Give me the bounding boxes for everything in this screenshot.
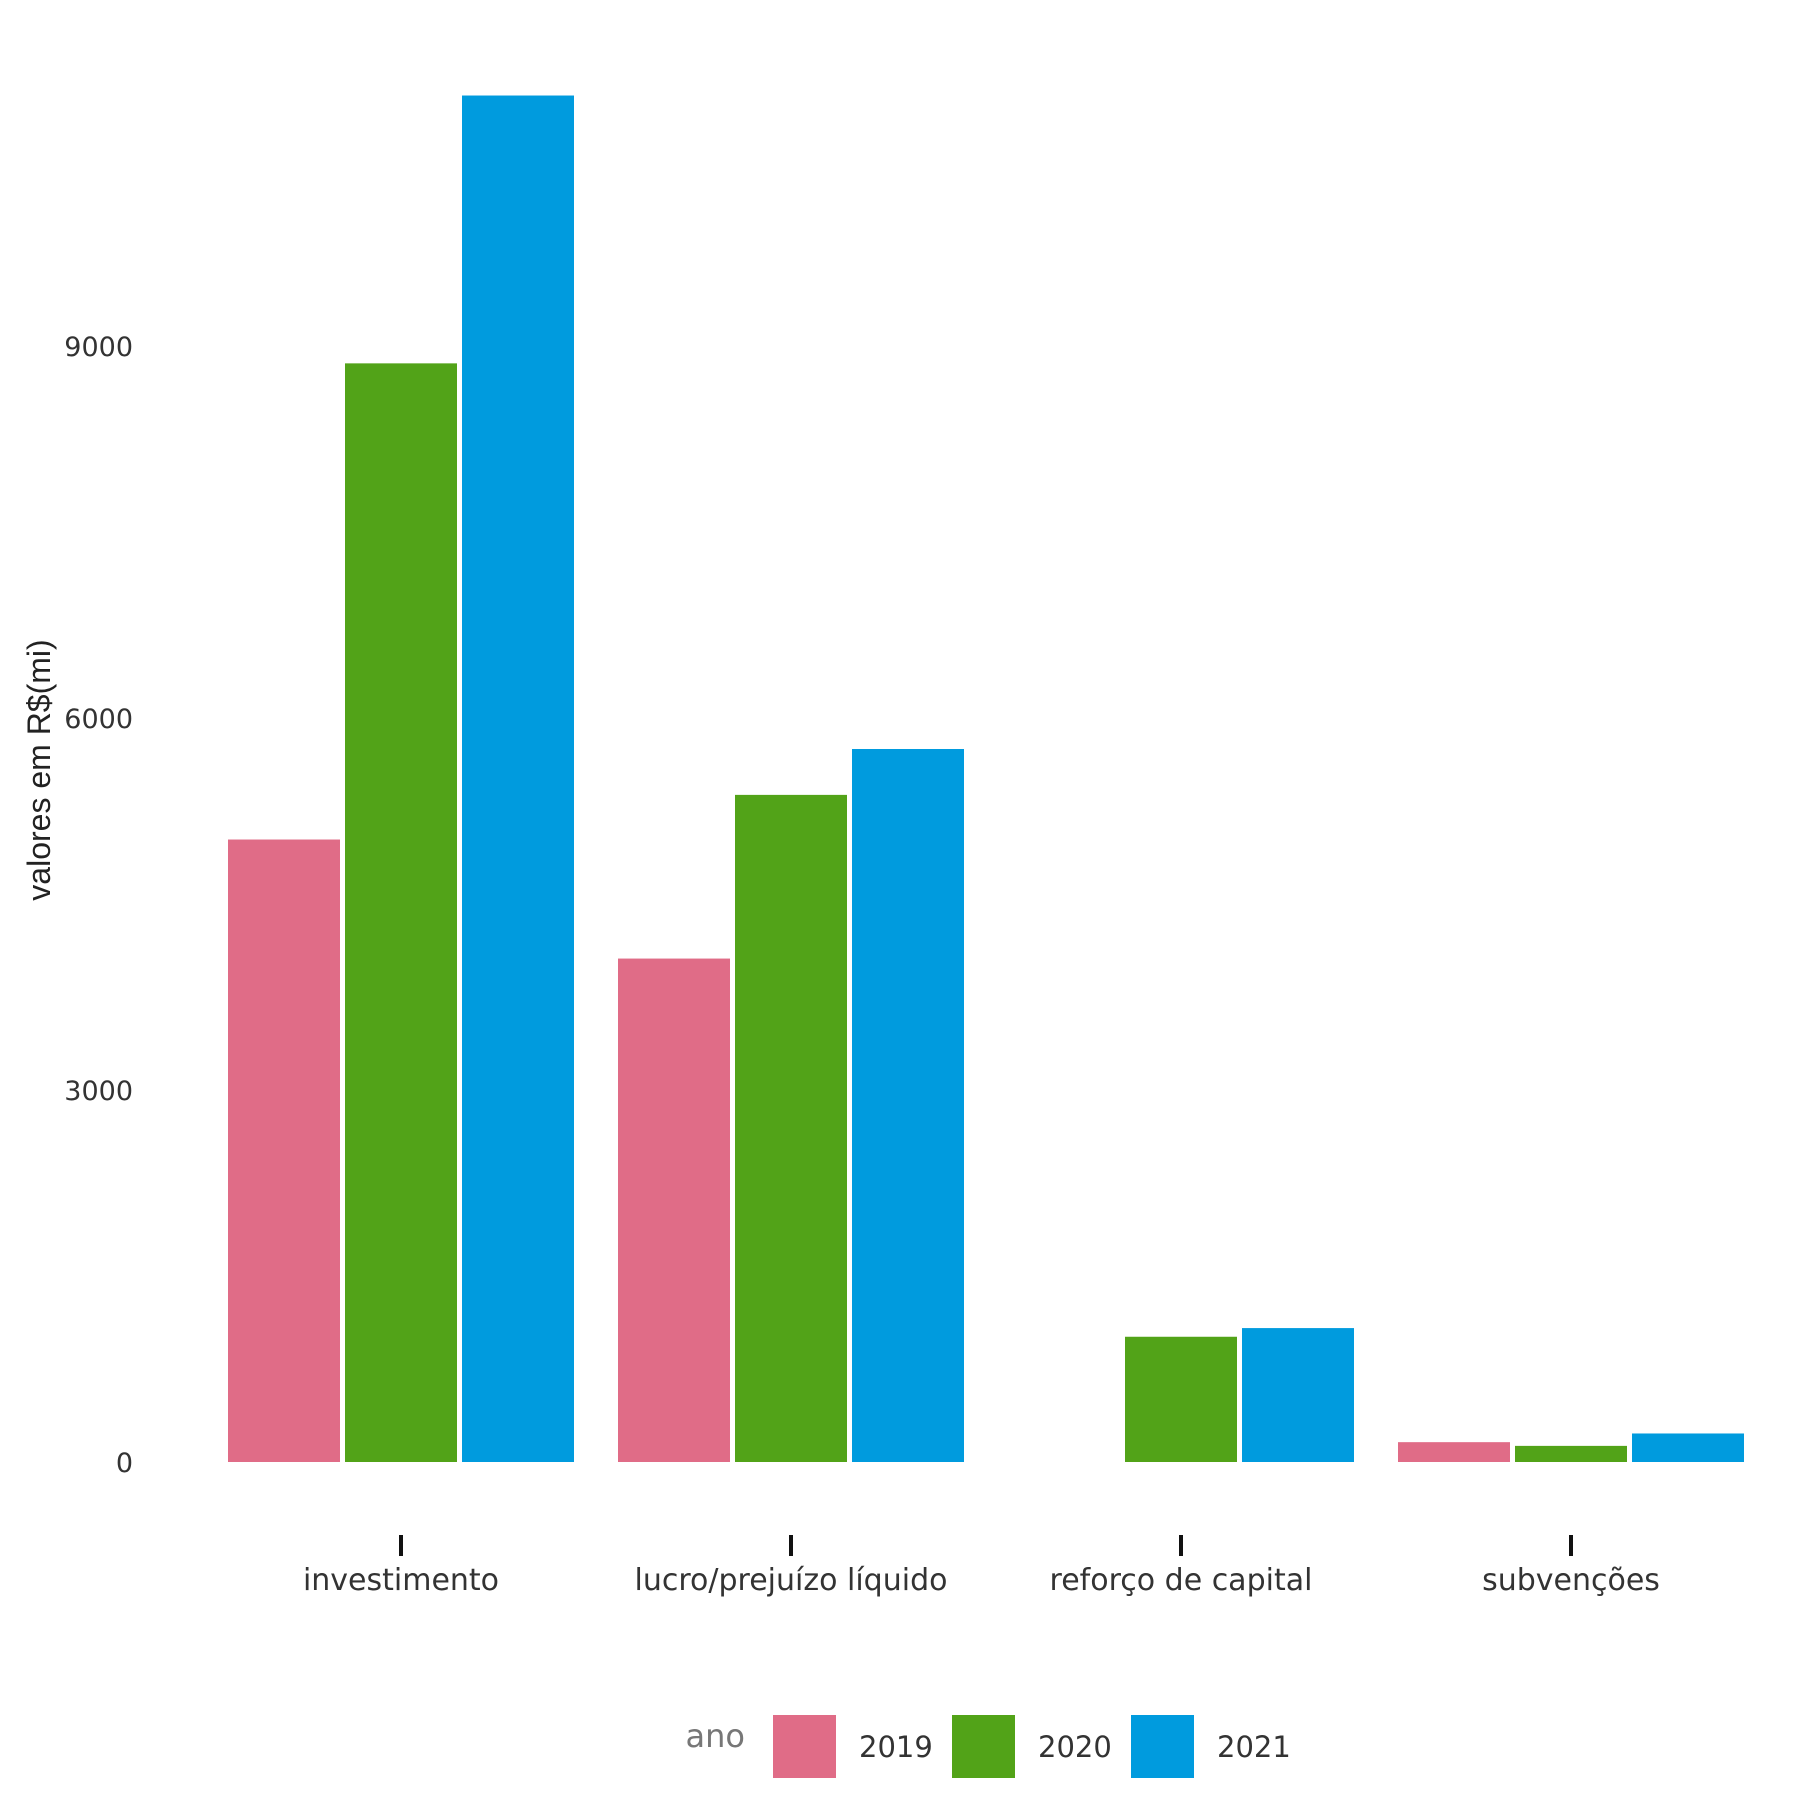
bar-2021-0: [462, 95, 574, 1462]
legend-label: 2021: [1217, 1730, 1291, 1764]
legend-swatch-2021: [1131, 1715, 1194, 1778]
y-tick-label: 9000: [64, 332, 133, 363]
legend-swatch-2019: [773, 1715, 836, 1778]
bar-2021-3: [1632, 1433, 1744, 1462]
x-tick-label: reforço de capital: [1050, 1563, 1313, 1598]
bar-2019-1: [618, 958, 730, 1462]
x-tick-label: investimento: [303, 1563, 499, 1598]
legend-label: 2019: [859, 1730, 933, 1764]
bar-2019-3: [1398, 1442, 1510, 1462]
y-axis-title: valores em R$(mi): [21, 639, 57, 900]
x-tick-label: subvenções: [1482, 1563, 1660, 1598]
bars: [228, 95, 1744, 1462]
legend-title: ano: [686, 1717, 745, 1755]
bar-2020-3: [1515, 1445, 1627, 1462]
y-tick-label: 6000: [64, 704, 133, 735]
legend-label: 2020: [1038, 1730, 1112, 1764]
x-axis: investimento lucro/prejuízo líquido reforç…: [303, 1535, 1660, 1598]
legend: ano 2019 2020 2021: [686, 1715, 1291, 1778]
bar-2020-0: [345, 363, 457, 1462]
bar-2019-0: [228, 839, 340, 1462]
legend-swatch-2020: [952, 1715, 1015, 1778]
y-axis-ticks: 0 3000 6000 9000: [64, 332, 133, 1479]
bar-2021-1: [852, 749, 964, 1462]
y-tick-label: 3000: [64, 1076, 133, 1107]
bar-2020-2: [1125, 1336, 1237, 1462]
bar-2021-2: [1242, 1328, 1354, 1462]
y-tick-label: 0: [116, 1448, 133, 1479]
bar-2020-1: [735, 794, 847, 1462]
x-tick-label: lucro/prejuízo líquido: [635, 1563, 948, 1598]
